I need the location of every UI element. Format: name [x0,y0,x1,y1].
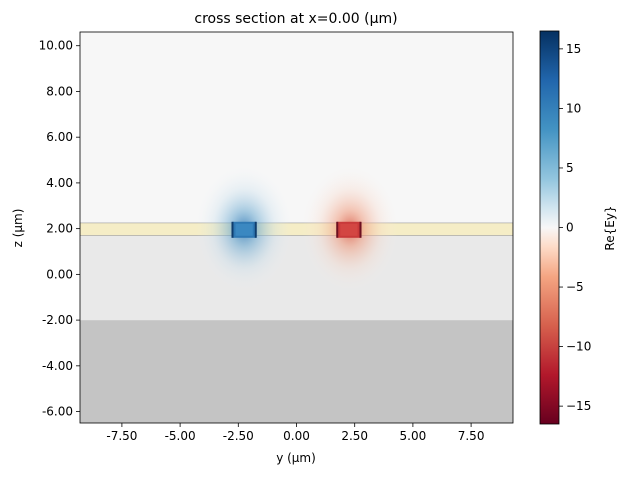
colorbar: −15 −10 −5 0 5 10 15 Re{Ey} [539,30,617,425]
colorbar-tick-label: 0 [566,221,574,235]
plot-area [80,32,513,423]
colorbar-tick-label: 15 [566,42,581,56]
slab-region [80,222,513,236]
x-axis-label: y (μm) [276,451,316,465]
colorbar-tick-label: 10 [566,101,581,115]
x-tick-label: 0.00 [283,429,310,443]
y-axis: -6.00 -4.00 -2.00 0.00 2.00 4.00 6.00 8.00 10.00 [39,39,80,419]
substrate-region [80,320,513,423]
y-tick-label: 8.00 [46,84,73,98]
x-axis: -7.50 -5.00 -2.50 0.00 2.50 5.00 7.50 [106,423,484,443]
x-tick-label: -7.50 [106,429,137,443]
colorbar-tick-label: −15 [566,399,591,413]
x-tick-label: 7.50 [458,429,485,443]
core-left-inner [235,223,253,236]
y-tick-label: -4.00 [42,359,73,373]
colorbar-gradient [539,30,560,425]
y-tick-label: 6.00 [46,130,73,144]
core-right-inner [340,223,358,236]
colorbar-label: Re{Ey} [603,205,617,250]
colorbar-ticks: −15 −10 −5 0 5 10 15 [559,42,591,413]
colorbar-tick-label: −10 [566,340,591,354]
y-tick-label: -6.00 [42,405,73,419]
y-tick-label: 4.00 [46,176,73,190]
colorbar-tick-label: 5 [566,161,574,175]
cladding-region [80,235,513,321]
y-axis-label: z (μm) [11,209,25,248]
x-tick-label: -2.50 [223,429,254,443]
x-tick-label: 5.00 [400,429,427,443]
y-tick-label: 2.00 [46,222,73,236]
y-tick-label: -2.00 [42,313,73,327]
x-tick-label: -5.00 [165,429,196,443]
y-tick-label: 0.00 [46,267,73,281]
colorbar-tick-label: −5 [566,280,584,294]
x-tick-label: 2.50 [341,429,368,443]
y-tick-label: 10.00 [39,39,73,53]
chart-title: cross section at x=0.00 (μm) [194,11,397,27]
